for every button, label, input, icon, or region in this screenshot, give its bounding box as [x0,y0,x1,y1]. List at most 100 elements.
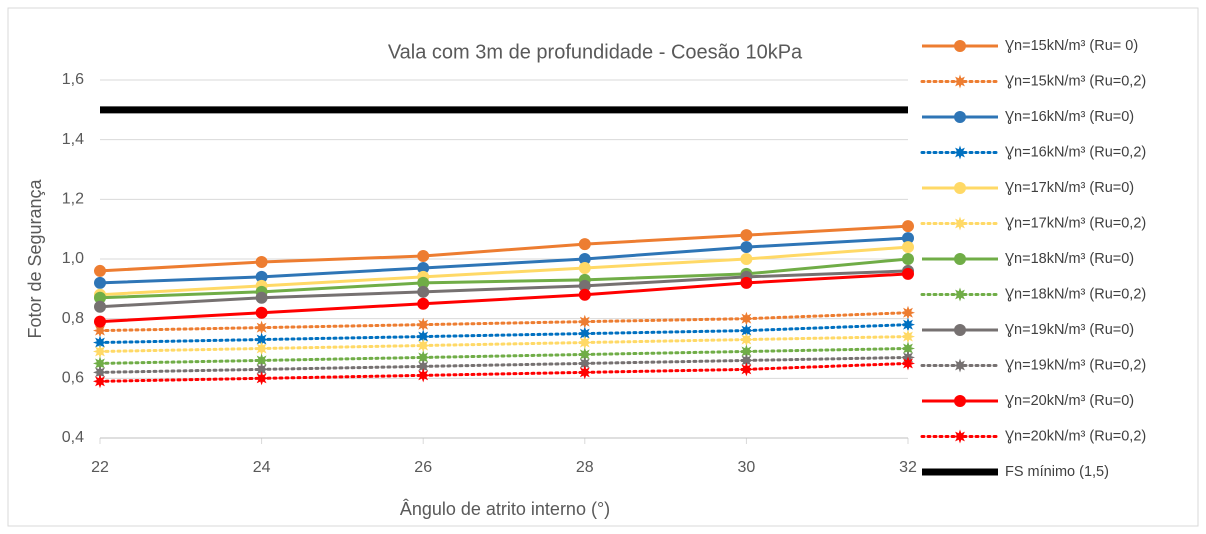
y-tick-label: 0,8 [62,310,84,327]
data-point [94,300,106,313]
data-point [901,305,915,320]
legend-marker [953,145,967,160]
data-point [93,374,107,389]
data-point [740,253,753,265]
data-point [739,311,754,326]
data-point [901,317,915,332]
legend-marker [954,40,966,52]
legend-label: Ɣn=15kN/m³ (Ru=0,2) [1005,73,1146,89]
legend-label: Ɣn=19kN/m³ (Ru=0,2) [1005,357,1146,373]
legend-marker [953,358,967,373]
data-point [577,314,592,329]
data-point [416,338,431,353]
x-tick-label: 24 [253,459,271,476]
data-point [254,362,269,377]
legend-marker [954,182,966,194]
series-line [99,257,909,300]
legend-marker [954,395,966,407]
x-tick-label: 26 [414,459,432,476]
data-point [416,368,431,383]
y-tick-label: 1,0 [62,250,84,267]
data-point [254,341,269,356]
x-tick-label: 30 [738,459,756,476]
series-line [98,311,910,333]
legend-marker [953,287,967,302]
data-point [578,288,591,301]
data-point [93,365,107,380]
data-point [417,250,430,263]
series-line [99,245,909,297]
y-tick-label: 1,2 [62,191,84,208]
data-point [901,329,915,344]
data-point [416,329,431,344]
legend-marker [953,74,967,89]
series-line [98,347,910,365]
data-point [417,285,430,298]
data-point [739,332,754,347]
x-tick-label: 22 [91,459,109,476]
data-point [902,267,914,280]
data-point [739,353,754,368]
data-point [255,306,268,319]
data-point [417,261,430,274]
legend-label: Ɣn=20kN/m³ (Ru=0,2) [1005,428,1146,444]
data-point [93,344,107,359]
y-tick-label: 0,6 [62,370,84,387]
legend-marker [953,216,967,231]
data-point [417,297,430,310]
data-point [93,323,107,338]
legend-label: Ɣn=18kN/m³ (Ru=0,2) [1005,286,1146,302]
legend-marker [954,253,966,265]
data-point [416,359,431,374]
data-point [740,276,753,289]
y-tick-label: 1,6 [62,71,84,88]
data-point [901,356,915,371]
data-point [255,291,268,304]
chart-title: Vala com 3m de profundidade - Coesão 10k… [388,41,803,63]
data-point [94,276,106,289]
legend-label: Ɣn=16kN/m³ (Ru=0) [1005,109,1134,125]
data-point [93,335,107,350]
data-point [94,264,106,277]
legend-label: Ɣn=15kN/m³ (Ru= 0) [1005,38,1138,54]
data-point [254,332,269,347]
data-point [901,341,915,356]
data-point [577,326,592,341]
series-line [99,236,909,285]
data-point [255,255,268,268]
series-line [99,269,909,309]
data-point [739,344,754,359]
data-point [740,241,753,254]
data-point [93,356,107,371]
legend-marker [953,429,967,444]
data-point [578,253,591,265]
x-tick-label: 28 [576,459,594,476]
legend-label: FS mínimo (1,5) [1005,464,1109,480]
series-line [98,355,910,374]
data-point [577,365,592,380]
data-point [94,291,106,304]
legend-label: Ɣn=17kN/m³ (Ru=0,2) [1005,215,1146,231]
data-point [740,229,753,242]
legend-marker [954,324,966,336]
series-line [98,335,910,353]
data-point [902,232,914,245]
legend-label: Ɣn=16kN/m³ (Ru=0,2) [1005,144,1146,160]
series-line [98,323,910,345]
series-line [98,361,910,383]
data-point [578,261,591,274]
y-tick-label: 1,4 [62,131,84,148]
data-point [902,241,914,254]
legend-marker [954,111,966,123]
data-point [254,320,269,335]
data-point [416,317,431,332]
data-point [902,220,914,233]
data-point [577,347,592,362]
data-point [902,253,914,265]
x-tick-label: 32 [899,459,917,476]
data-point [578,238,591,251]
y-axis-label: Fotor de Segurança [25,178,45,338]
data-point [577,356,592,371]
legend-label: Ɣn=18kN/m³ (Ru=0) [1005,251,1134,267]
